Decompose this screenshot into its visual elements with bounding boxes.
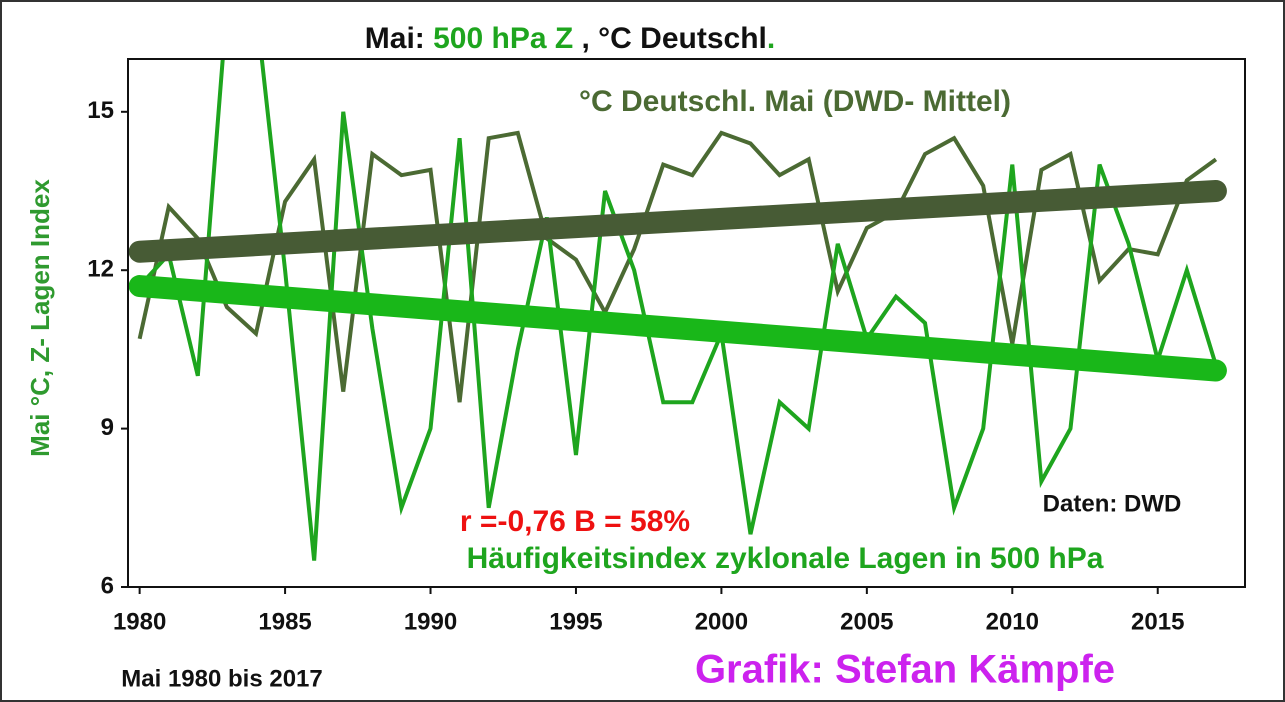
annotation: Daten: DWD — [1043, 490, 1182, 517]
x-tick-label: 1990 — [404, 608, 457, 635]
x-tick-label: 1985 — [258, 608, 311, 635]
series-label: Häufigkeitsindex zyklonale Lagen in 500 … — [467, 542, 1104, 575]
x-tick-label: 1980 — [113, 608, 166, 635]
x-tick-label: 2010 — [986, 608, 1039, 635]
x-tick-label: 2000 — [695, 608, 748, 635]
x-tick-label: 2005 — [840, 608, 893, 635]
plot-area — [128, 59, 1227, 561]
y-tick-label: 12 — [87, 256, 114, 283]
x-tick-label: 1995 — [549, 608, 602, 635]
annotation: Grafik: Stefan Kämpfe — [695, 648, 1115, 692]
annotation: r =-0,76 B = 58% — [460, 505, 690, 538]
annotation: Mai 1980 bis 2017 — [121, 665, 322, 692]
y-axis-label: Mai °C, Z- Lagen Index — [25, 179, 55, 457]
title-part: , °C Deutschl — [582, 22, 767, 55]
x-tick-label: 2015 — [1131, 608, 1184, 635]
title-part: Mai: — [365, 22, 433, 55]
trend-line — [128, 275, 1227, 382]
series-label: °C Deutschl. Mai (DWD- Mittel) — [579, 85, 1011, 118]
chart-title: Mai: 500 hPa Z , °C Deutschl. — [365, 22, 775, 55]
title-part: . — [767, 22, 775, 55]
plot-frame — [127, 58, 1246, 588]
trend-line — [128, 180, 1227, 263]
data-line — [138, 59, 1218, 561]
y-tick-label: 6 — [101, 572, 114, 599]
y-tick-label: 9 — [101, 414, 114, 441]
y-tick-label: 15 — [87, 97, 114, 124]
title-part: 500 hPa Z — [433, 22, 581, 55]
